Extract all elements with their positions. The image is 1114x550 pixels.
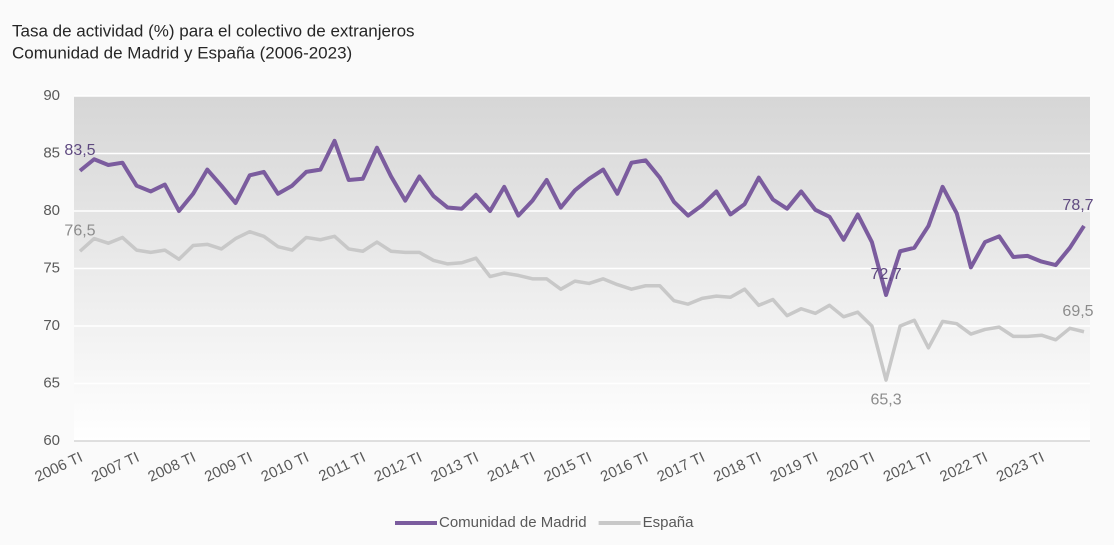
y-tick-label: 75 (43, 259, 60, 276)
y-tick-label: 80 (43, 202, 60, 219)
data-label: 72,7 (870, 266, 901, 283)
line-series (78, 229, 1085, 382)
y-tick-label: 65 (43, 374, 60, 391)
y-tick-label: 90 (43, 87, 60, 104)
data-label: 83,5 (64, 142, 95, 159)
data-label: 69,5 (1062, 303, 1093, 320)
legend-label: Comunidad de Madrid (439, 514, 587, 531)
data-label: 65,3 (870, 391, 901, 408)
data-label: 76,5 (64, 222, 95, 239)
y-tick-label: 60 (43, 432, 60, 449)
data-label: 78,7 (1062, 197, 1093, 214)
y-tick-label: 70 (43, 317, 60, 334)
y-tick-label: 85 (43, 144, 60, 161)
chart-subtitle: Comunidad de Madrid y España (2006-2023) (12, 43, 352, 62)
chart-title: Tasa de actividad (%) para el colectivo … (12, 21, 415, 40)
line-series (78, 138, 1086, 297)
legend-label: España (643, 514, 695, 531)
